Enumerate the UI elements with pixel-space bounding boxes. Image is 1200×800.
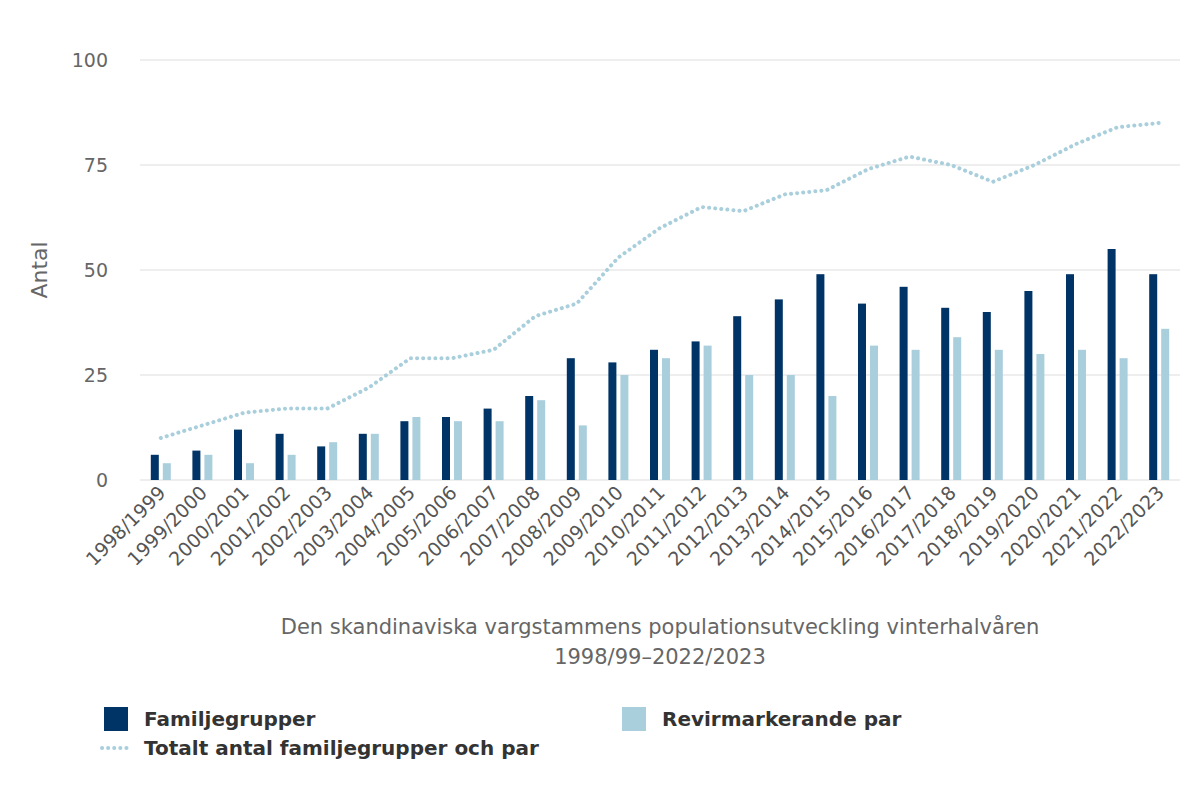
bar xyxy=(745,375,753,480)
bar xyxy=(412,417,420,480)
bar xyxy=(192,451,200,480)
bar xyxy=(400,421,408,480)
bar xyxy=(234,430,242,480)
grid-line xyxy=(140,60,1180,61)
bar xyxy=(163,463,171,480)
legend-label: Totalt antal familjegrupper och par xyxy=(144,736,539,760)
bar xyxy=(371,434,379,480)
grid-line xyxy=(140,165,1180,166)
legend-swatch xyxy=(102,746,132,750)
legend-label: Familjegrupper xyxy=(144,707,316,731)
bar xyxy=(1024,291,1032,480)
bar xyxy=(995,350,1003,480)
legend: Familjegrupper Revirmarkerande par Totalt … xyxy=(102,707,902,760)
bar xyxy=(912,350,920,480)
bar xyxy=(1149,274,1157,480)
bar xyxy=(941,308,949,480)
chart: 0255075100Antal1998/19991999/20002000/20… xyxy=(0,0,1200,800)
x-tick-label: 2022/2023 xyxy=(1080,481,1168,569)
bar xyxy=(454,421,462,480)
legend-swatch xyxy=(622,707,646,731)
bar xyxy=(828,396,836,480)
bar xyxy=(787,375,795,480)
line xyxy=(161,123,1159,438)
bar xyxy=(288,455,296,480)
x-axis-label: Den skandinaviska vargstammens populatio… xyxy=(281,614,1040,639)
bar xyxy=(246,463,254,480)
bar xyxy=(204,455,212,480)
bar xyxy=(276,434,284,480)
bar xyxy=(608,362,616,480)
y-tick-label: 0 xyxy=(96,469,108,491)
bar xyxy=(704,346,712,480)
bar xyxy=(692,341,700,480)
x-axis-label: 1998/99–2022/2023 xyxy=(554,645,766,669)
bar xyxy=(484,409,492,480)
bar xyxy=(816,274,824,480)
grid-line xyxy=(140,375,1180,376)
grid xyxy=(140,60,1180,480)
y-axis-label: Antal xyxy=(27,241,52,298)
bar xyxy=(662,358,670,480)
bar xyxy=(1120,358,1128,480)
bar xyxy=(983,312,991,480)
bar xyxy=(620,375,628,480)
bar xyxy=(1036,354,1044,480)
bar xyxy=(579,425,587,480)
bar xyxy=(329,442,337,480)
bar xyxy=(870,346,878,480)
bar xyxy=(317,446,325,480)
bar xyxy=(900,287,908,480)
bar xyxy=(567,358,575,480)
bar xyxy=(151,455,159,480)
bar xyxy=(537,400,545,480)
bar xyxy=(733,316,741,480)
bar xyxy=(1066,274,1074,480)
y-tick-label: 75 xyxy=(84,154,108,176)
bar xyxy=(1108,249,1116,480)
bar xyxy=(525,396,533,480)
grid-line xyxy=(140,480,1180,481)
bar xyxy=(775,299,783,480)
legend-swatch xyxy=(104,707,128,731)
y-tick-label: 100 xyxy=(72,49,108,71)
y-tick-label: 50 xyxy=(84,259,108,281)
bar xyxy=(442,417,450,480)
bar xyxy=(359,434,367,480)
bar xyxy=(650,350,658,480)
bar xyxy=(496,421,504,480)
y-tick-label: 25 xyxy=(84,364,108,386)
plot-area xyxy=(151,123,1169,480)
grid-line xyxy=(140,270,1180,271)
bar xyxy=(953,337,961,480)
bar xyxy=(858,304,866,480)
bar xyxy=(1161,329,1169,480)
bar xyxy=(1078,350,1086,480)
legend-label: Revirmarkerande par xyxy=(662,707,902,731)
